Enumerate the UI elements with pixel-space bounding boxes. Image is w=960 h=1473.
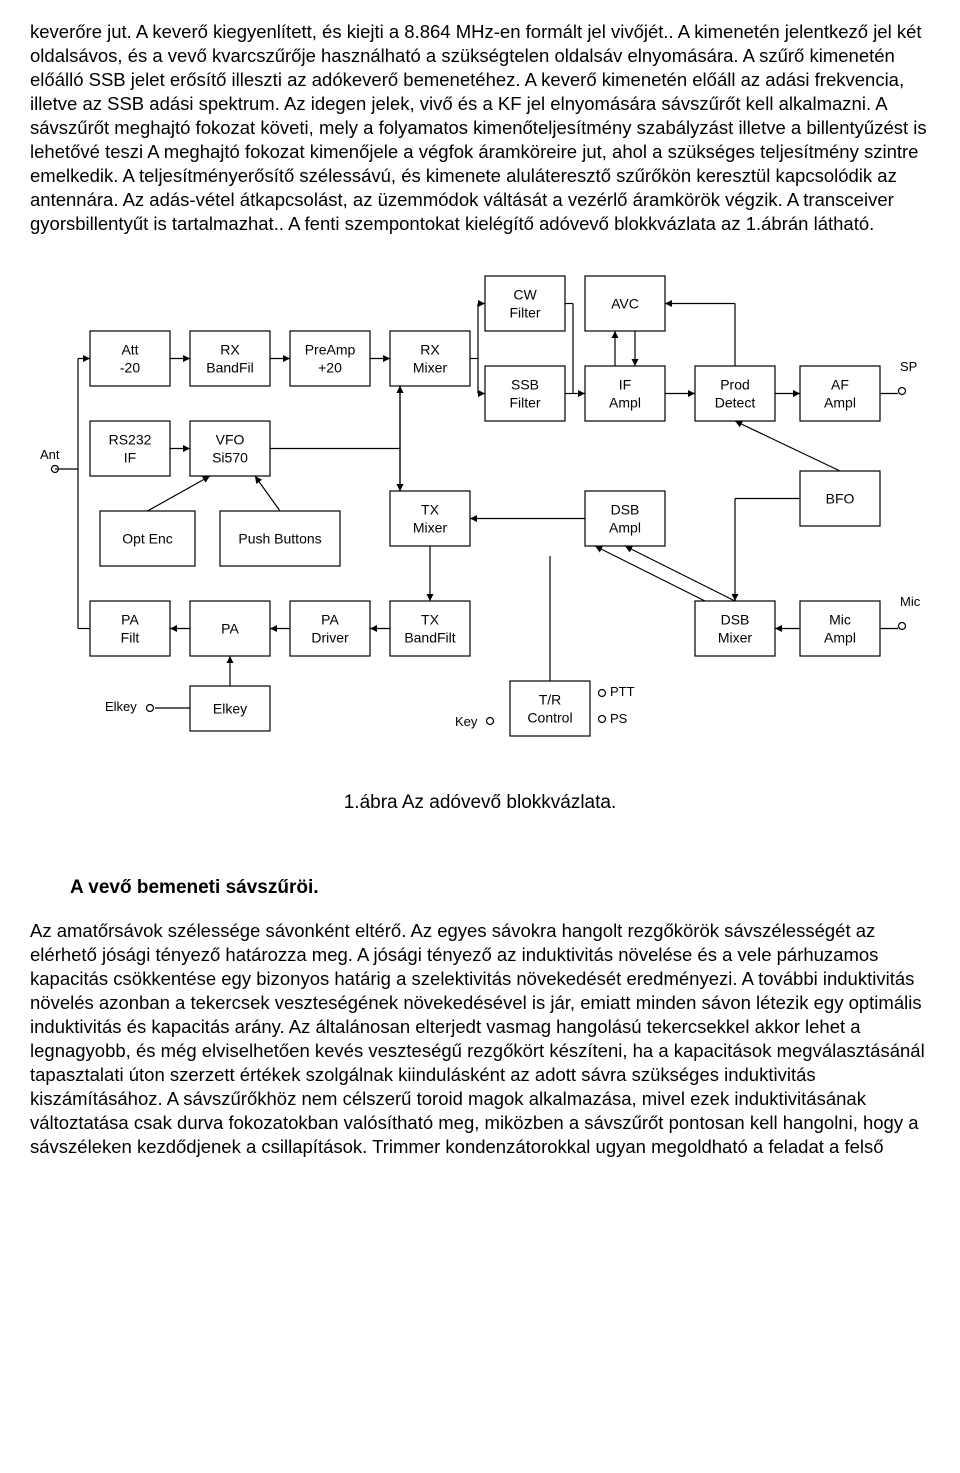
svg-text:Ampl: Ampl <box>824 395 856 411</box>
svg-text:RX: RX <box>220 342 240 358</box>
svg-text:Mixer: Mixer <box>413 360 448 376</box>
svg-text:TX: TX <box>421 612 440 628</box>
svg-text:TX: TX <box>421 502 440 518</box>
svg-text:PTT: PTT <box>610 684 635 699</box>
svg-text:Att: Att <box>121 342 138 358</box>
svg-text:Opt Enc: Opt Enc <box>122 531 173 547</box>
block-diagram: Att -20 RX BandFil PreAmp +20 RX Mixer CW Filter S… <box>30 261 930 781</box>
svg-text:SSB: SSB <box>511 377 539 393</box>
svg-text:Control: Control <box>527 710 572 726</box>
svg-text:BandFilt: BandFilt <box>404 630 455 646</box>
svg-text:-20: -20 <box>120 360 140 376</box>
svg-text:Si570: Si570 <box>212 450 248 466</box>
svg-text:Ampl: Ampl <box>609 520 641 536</box>
svg-text:Elkey: Elkey <box>105 699 137 714</box>
svg-text:Mic: Mic <box>900 594 921 609</box>
svg-text:IF: IF <box>619 377 631 393</box>
svg-text:DSB: DSB <box>721 612 750 628</box>
svg-text:Filter: Filter <box>509 305 540 321</box>
svg-text:Mixer: Mixer <box>413 520 448 536</box>
svg-text:Elkey: Elkey <box>213 701 247 717</box>
svg-text:AF: AF <box>831 377 849 393</box>
svg-text:Detect: Detect <box>715 395 756 411</box>
paragraph-2: Az amatőrsávok szélessége sávonként elté… <box>30 919 930 1159</box>
svg-text:Push Buttons: Push Buttons <box>238 531 321 547</box>
svg-text:Mixer: Mixer <box>718 630 753 646</box>
svg-text:RS232: RS232 <box>109 432 152 448</box>
svg-text:Ampl: Ampl <box>824 630 856 646</box>
section-heading: A vevő bemeneti sávszűröi. <box>70 876 930 901</box>
svg-text:BFO: BFO <box>826 491 855 507</box>
svg-text:Filter: Filter <box>509 395 540 411</box>
svg-text:PreAmp: PreAmp <box>305 342 356 358</box>
svg-text:Prod: Prod <box>720 377 750 393</box>
svg-text:SP: SP <box>900 359 917 374</box>
svg-text:Filt: Filt <box>121 630 140 646</box>
paragraph-1: keverőre jut. A keverő kiegyenlített, és… <box>30 20 930 236</box>
svg-text:PA: PA <box>121 612 139 628</box>
svg-text:Ampl: Ampl <box>609 395 641 411</box>
svg-text:PA: PA <box>221 621 239 637</box>
svg-text:CW: CW <box>513 287 537 303</box>
svg-text:DSB: DSB <box>611 502 640 518</box>
svg-text:Mic: Mic <box>829 612 851 628</box>
svg-text:AVC: AVC <box>611 296 639 312</box>
svg-text:RX: RX <box>420 342 440 358</box>
svg-text:Driver: Driver <box>311 630 349 646</box>
svg-text:PS: PS <box>610 711 628 726</box>
svg-text:VFO: VFO <box>216 432 245 448</box>
svg-text:Key: Key <box>455 714 478 729</box>
svg-text:+20: +20 <box>318 360 342 376</box>
svg-text:IF: IF <box>124 450 136 466</box>
svg-text:BandFil: BandFil <box>206 360 253 376</box>
figure-caption: 1.ábra Az adóvevő blokkvázlata. <box>30 791 930 816</box>
svg-text:Ant: Ant <box>40 447 60 462</box>
svg-text:PA: PA <box>321 612 339 628</box>
svg-text:T/R: T/R <box>539 692 562 708</box>
